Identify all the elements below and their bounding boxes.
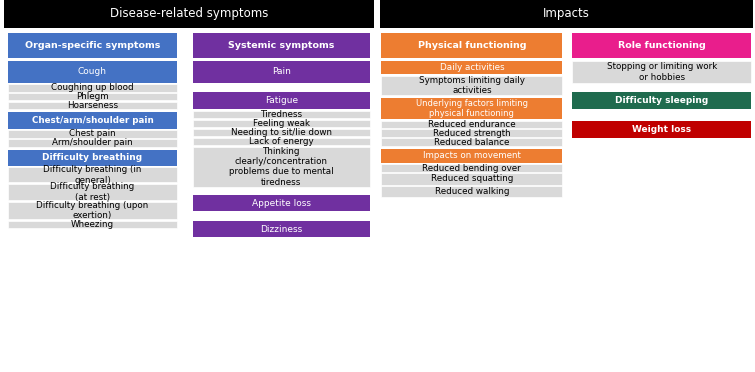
Text: Reduced walking: Reduced walking — [435, 187, 509, 196]
Text: Dizziness: Dizziness — [260, 225, 302, 234]
Text: Disease-related symptoms: Disease-related symptoms — [109, 7, 268, 20]
Text: Feeling weak: Feeling weak — [253, 119, 310, 128]
FancyBboxPatch shape — [381, 129, 562, 137]
FancyBboxPatch shape — [193, 111, 370, 118]
FancyBboxPatch shape — [381, 173, 562, 185]
FancyBboxPatch shape — [572, 61, 751, 83]
FancyBboxPatch shape — [193, 138, 370, 145]
Text: Chest/arm/shoulder pain: Chest/arm/shoulder pain — [32, 116, 153, 125]
FancyBboxPatch shape — [572, 121, 751, 138]
FancyBboxPatch shape — [193, 129, 370, 136]
FancyBboxPatch shape — [193, 61, 370, 83]
FancyBboxPatch shape — [380, 0, 753, 28]
Text: Difficulty breathing
(at rest): Difficulty breathing (at rest) — [51, 182, 134, 202]
FancyBboxPatch shape — [8, 139, 177, 147]
FancyBboxPatch shape — [8, 202, 177, 219]
FancyBboxPatch shape — [193, 221, 370, 237]
FancyBboxPatch shape — [193, 120, 370, 127]
FancyBboxPatch shape — [193, 92, 370, 109]
Text: Thinking
clearly/concentration
problems due to mental
tiredness: Thinking clearly/concentration problems … — [229, 147, 334, 187]
FancyBboxPatch shape — [381, 61, 562, 74]
Text: Pain: Pain — [272, 67, 291, 77]
FancyBboxPatch shape — [4, 0, 374, 28]
Text: Difficulty sleeping: Difficulty sleeping — [615, 96, 708, 105]
Text: Wheezing: Wheezing — [71, 220, 114, 229]
Text: Difficulty breathing (in
general): Difficulty breathing (in general) — [43, 165, 142, 185]
Text: Organ-specific symptoms: Organ-specific symptoms — [25, 41, 160, 50]
Text: Fatigue: Fatigue — [265, 96, 297, 105]
Text: Phlegm: Phlegm — [76, 92, 109, 101]
FancyBboxPatch shape — [8, 221, 177, 228]
FancyBboxPatch shape — [572, 33, 751, 58]
Text: Stopping or limiting work
or hobbies: Stopping or limiting work or hobbies — [606, 62, 717, 82]
FancyBboxPatch shape — [381, 149, 562, 163]
FancyBboxPatch shape — [381, 76, 562, 95]
FancyBboxPatch shape — [381, 186, 562, 197]
Text: Cough: Cough — [78, 67, 107, 77]
FancyBboxPatch shape — [381, 98, 562, 119]
Text: Daily activities: Daily activities — [439, 63, 504, 72]
FancyBboxPatch shape — [193, 147, 370, 187]
Text: Symptoms limiting daily
activities: Symptoms limiting daily activities — [419, 76, 525, 95]
FancyBboxPatch shape — [8, 84, 177, 92]
Text: Hoarseness: Hoarseness — [67, 101, 118, 110]
FancyBboxPatch shape — [381, 121, 562, 128]
FancyBboxPatch shape — [193, 33, 370, 58]
FancyBboxPatch shape — [381, 164, 562, 172]
Text: Arm/shoulder pain: Arm/shoulder pain — [52, 138, 133, 147]
Text: Needing to sit/lie down: Needing to sit/lie down — [231, 128, 331, 137]
FancyBboxPatch shape — [8, 33, 177, 58]
Text: Reduced bending over: Reduced bending over — [423, 164, 521, 173]
FancyBboxPatch shape — [8, 112, 177, 129]
Text: Reduced strength: Reduced strength — [433, 129, 510, 138]
Text: Reduced endurance: Reduced endurance — [428, 120, 516, 129]
FancyBboxPatch shape — [572, 92, 751, 109]
Text: Appetite loss: Appetite loss — [251, 199, 311, 208]
Text: Physical functioning: Physical functioning — [418, 41, 526, 50]
Text: Coughing up blood: Coughing up blood — [51, 83, 134, 92]
Text: Weight loss: Weight loss — [632, 125, 692, 134]
FancyBboxPatch shape — [8, 150, 177, 166]
FancyBboxPatch shape — [8, 93, 177, 100]
FancyBboxPatch shape — [8, 167, 177, 182]
Text: Impacts: Impacts — [543, 7, 590, 20]
Text: Tiredness: Tiredness — [260, 110, 302, 119]
Text: Underlying factors limiting
physical functioning: Underlying factors limiting physical fun… — [416, 99, 528, 118]
FancyBboxPatch shape — [381, 138, 562, 146]
FancyBboxPatch shape — [8, 61, 177, 83]
Text: Systemic symptoms: Systemic symptoms — [228, 41, 334, 50]
Text: Difficulty breathing: Difficulty breathing — [42, 153, 143, 162]
Text: Reduced balance: Reduced balance — [434, 138, 510, 147]
Text: Chest pain: Chest pain — [69, 129, 116, 138]
FancyBboxPatch shape — [193, 195, 370, 211]
FancyBboxPatch shape — [8, 130, 177, 138]
FancyBboxPatch shape — [8, 102, 177, 109]
FancyBboxPatch shape — [8, 184, 177, 200]
Text: Impacts on movement: Impacts on movement — [423, 151, 521, 160]
FancyBboxPatch shape — [381, 33, 562, 58]
Text: Reduced squatting: Reduced squatting — [430, 174, 513, 183]
Text: Difficulty breathing (upon
exertion): Difficulty breathing (upon exertion) — [36, 201, 149, 220]
Text: Role functioning: Role functioning — [618, 41, 706, 50]
Text: Lack of energy: Lack of energy — [249, 137, 313, 146]
